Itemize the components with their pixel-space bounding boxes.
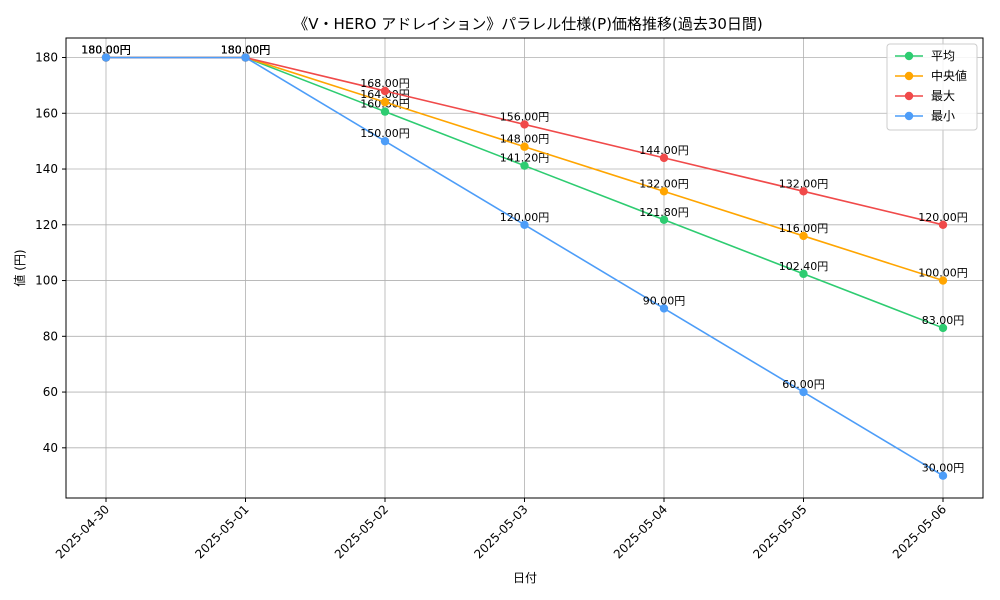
data-label: 60.00円 xyxy=(782,378,825,391)
data-point xyxy=(659,304,669,313)
data-label: 100.00円 xyxy=(918,267,968,280)
y-tick-label: 140 xyxy=(35,162,58,176)
legend-marker xyxy=(904,51,914,61)
legend-item: 中央値 xyxy=(895,68,967,83)
data-label: 180.00円 xyxy=(81,44,131,57)
data-label: 121.80円 xyxy=(639,206,689,219)
x-tick-label: 2025-05-03 xyxy=(471,502,530,561)
data-label: 120.00円 xyxy=(918,211,968,224)
data-label: 180.00円 xyxy=(81,44,131,57)
chart-title: 《V・HERO アドレイション》パラレル仕様(P)価格推移(過去30日間) xyxy=(293,15,763,33)
data-label: 168.00円 xyxy=(360,77,410,90)
data-label: 90.00円 xyxy=(643,294,686,307)
data-label: 30.00円 xyxy=(922,462,965,475)
data-label: 180.00円 xyxy=(81,44,131,57)
x-tick-label: 2025-05-02 xyxy=(332,502,391,561)
data-label: 180.00円 xyxy=(221,44,271,57)
data-point xyxy=(938,471,948,480)
legend-marker xyxy=(904,91,914,101)
data-label: 132.00円 xyxy=(639,177,689,190)
x-tick-label: 2025-05-01 xyxy=(192,502,251,561)
data-point xyxy=(380,86,390,96)
data-label: 156.00円 xyxy=(500,110,550,123)
data-label: 120.00円 xyxy=(500,211,550,224)
data-label: 102.40円 xyxy=(779,260,829,273)
legend-label: 最小 xyxy=(931,109,955,123)
series-layer: 180.00円180.00円160.60円141.20円121.80円102.4… xyxy=(81,44,968,480)
data-point xyxy=(659,187,669,196)
data-label: 150.00円 xyxy=(360,127,410,140)
y-tick-label: 160 xyxy=(35,106,58,120)
data-point xyxy=(241,53,250,62)
legend-label: 中央値 xyxy=(931,68,967,83)
data-label: 83.00円 xyxy=(922,314,965,327)
x-tick-label: 2025-05-06 xyxy=(890,502,949,561)
y-tick-label: 60 xyxy=(43,385,58,399)
data-point xyxy=(520,220,529,229)
y-tick-label: 40 xyxy=(43,441,58,455)
data-point xyxy=(799,269,808,279)
data-point xyxy=(380,136,390,146)
x-tick-label: 2025-05-05 xyxy=(750,502,809,561)
data-point xyxy=(799,231,808,241)
legend-item: 最小 xyxy=(895,109,955,123)
data-point xyxy=(938,220,948,229)
y-tick-label: 80 xyxy=(43,329,58,343)
data-point xyxy=(659,153,669,163)
data-point xyxy=(101,53,111,62)
data-point xyxy=(520,120,529,129)
data-label: 180.00円 xyxy=(221,44,271,57)
y-tick-label: 120 xyxy=(35,218,58,232)
data-label: 141.20円 xyxy=(500,152,550,165)
data-label: 180.00円 xyxy=(221,44,271,57)
data-point xyxy=(520,142,529,151)
data-point xyxy=(938,276,948,285)
data-point xyxy=(380,107,390,116)
legend-label: 平均 xyxy=(931,49,955,63)
data-point xyxy=(659,215,669,224)
y-axis-label: 値 (円) xyxy=(12,249,27,286)
data-point xyxy=(380,97,390,107)
y-tick-label: 100 xyxy=(35,274,58,288)
data-label: 148.00円 xyxy=(500,133,550,146)
data-point xyxy=(799,387,808,397)
data-label: 116.00円 xyxy=(779,222,829,235)
data-label: 180.00円 xyxy=(221,44,271,57)
x-tick-label: 2025-05-04 xyxy=(611,502,670,561)
data-label: 180.00円 xyxy=(81,44,131,57)
data-point xyxy=(938,323,948,333)
legend-marker xyxy=(904,111,914,121)
legend-label: 最大 xyxy=(931,89,955,103)
grid xyxy=(66,38,983,498)
legend-box xyxy=(886,43,978,131)
data-point xyxy=(799,187,808,196)
series-3: 180.00円 180.00円 150.00円 120.00円 90.00円 60.00円… xyxy=(81,44,964,480)
x-tick-label: 2025-04-30 xyxy=(53,502,112,561)
legend-item: 最大 xyxy=(895,89,955,103)
data-point xyxy=(520,161,529,170)
ticks: 2025-04-30 2025-05-01 2025-05-02 2025-05-03… xyxy=(35,51,949,562)
series-0: 180.00円180.00円160.60円141.20円121.80円102.4… xyxy=(81,44,964,333)
legend-item: 平均 xyxy=(895,49,955,63)
y-tick-label: 180 xyxy=(35,51,58,65)
x-axis-label: 日付 xyxy=(513,571,537,585)
data-label: 144.00円 xyxy=(639,144,689,157)
data-label: 132.00円 xyxy=(779,177,829,190)
legend-marker xyxy=(904,71,914,81)
